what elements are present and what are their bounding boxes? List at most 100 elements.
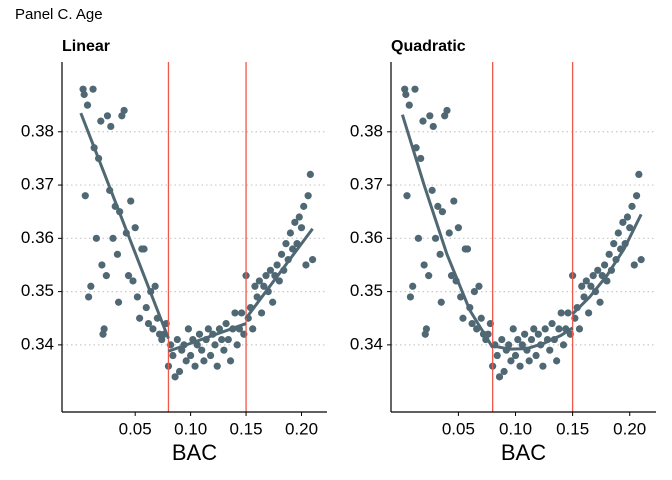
point (295, 213, 303, 221)
point (425, 272, 433, 280)
point (89, 85, 97, 93)
y-tick-label: 0.35 (21, 281, 54, 300)
point (553, 357, 561, 365)
point (527, 335, 536, 344)
y-tick-label: 0.38 (21, 121, 54, 140)
panel: Linear 0.34 0.35 0.36 0.37 0.38 0.05 0.10 0.15 0.… (21, 38, 327, 465)
point (120, 106, 128, 115)
point (420, 261, 428, 269)
point (213, 362, 221, 370)
point (534, 330, 542, 338)
point (434, 202, 442, 210)
point (131, 224, 139, 232)
point (133, 293, 141, 301)
panel: Quadratic 0.34 0.35 0.36 0.37 0.38 0.05 0.10 0.1… (350, 38, 656, 465)
point (507, 357, 515, 365)
point (428, 186, 436, 194)
point (505, 341, 513, 349)
point (102, 272, 110, 280)
point (92, 234, 100, 242)
point (594, 266, 602, 274)
point (291, 218, 299, 226)
point (215, 325, 224, 333)
point (402, 90, 410, 99)
point (589, 272, 597, 280)
point (308, 256, 317, 264)
point (80, 90, 88, 99)
point (171, 373, 179, 381)
point (238, 309, 246, 317)
x-tick-label: 0.15 (556, 419, 589, 438)
point (548, 319, 556, 328)
point (596, 298, 604, 306)
point (282, 240, 290, 248)
point (211, 341, 219, 349)
point (564, 309, 572, 317)
fit-line (167, 322, 247, 353)
point (498, 335, 506, 344)
point (220, 346, 228, 354)
fit-line (492, 326, 574, 351)
point (541, 325, 549, 333)
point (406, 293, 415, 301)
point (169, 351, 177, 360)
point (445, 229, 453, 237)
point (468, 319, 476, 328)
fit-line (571, 213, 643, 316)
point (511, 351, 520, 360)
point (81, 192, 89, 200)
point (251, 282, 259, 290)
point (204, 325, 212, 333)
point (200, 357, 208, 365)
point (463, 245, 472, 253)
y-tick-label: 0.34 (21, 334, 54, 353)
point (226, 357, 235, 365)
point (103, 112, 112, 120)
point (175, 367, 184, 376)
x-tick-label: 0.20 (613, 419, 646, 438)
point (233, 341, 241, 349)
x-axis-label: BAC (501, 440, 546, 465)
point (224, 335, 232, 344)
point (222, 319, 230, 328)
x-tick-label: 0.05 (119, 419, 152, 438)
point (286, 229, 295, 237)
point (587, 282, 595, 290)
point (107, 122, 115, 131)
point (405, 101, 413, 109)
y-tick-label: 0.37 (21, 175, 54, 194)
point (437, 298, 445, 306)
point (124, 272, 133, 280)
point (260, 282, 268, 290)
point (136, 314, 144, 322)
point (149, 325, 157, 333)
point (206, 351, 215, 360)
x-tick-label: 0.10 (499, 419, 532, 438)
point (257, 309, 266, 317)
point (635, 170, 643, 179)
point (600, 261, 609, 269)
y-tick-label: 0.36 (350, 228, 383, 247)
x-tick-label: 0.05 (442, 419, 475, 438)
point (623, 213, 632, 221)
point (637, 256, 645, 264)
point (610, 240, 618, 248)
point (195, 330, 204, 338)
point (142, 303, 150, 312)
point (516, 362, 524, 370)
y-tick-label: 0.34 (350, 334, 383, 353)
point (191, 362, 199, 370)
point (443, 106, 451, 115)
x-tick-label: 0.20 (285, 419, 318, 438)
point (628, 202, 636, 210)
fit-line (400, 114, 494, 349)
point (269, 298, 277, 306)
point (431, 234, 440, 242)
point (632, 192, 641, 200)
point (262, 272, 270, 280)
point (113, 250, 122, 258)
x-tick-label: 0.10 (174, 419, 207, 438)
point (495, 373, 504, 381)
point (532, 351, 540, 360)
point (575, 325, 584, 333)
